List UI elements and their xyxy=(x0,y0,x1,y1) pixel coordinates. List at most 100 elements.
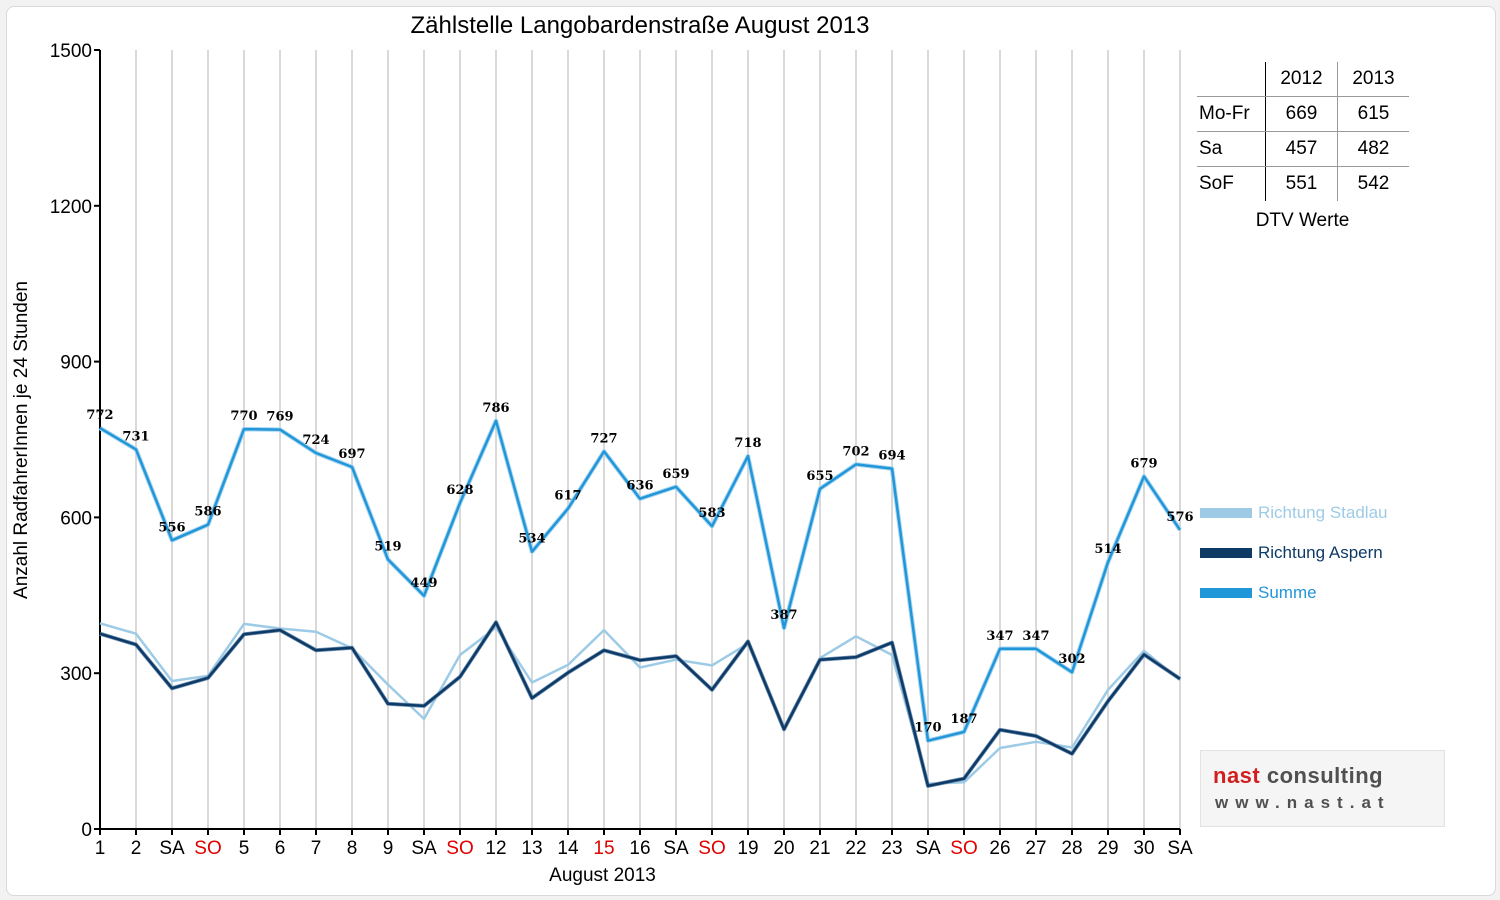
x-tick-label: SO xyxy=(446,838,473,859)
legend-swatch-stadlau xyxy=(1200,508,1252,518)
data-label: 449 xyxy=(410,576,437,591)
data-label: 628 xyxy=(446,483,473,498)
y-tick-label: 300 xyxy=(60,664,92,685)
dtv-header-2012: 2012 xyxy=(1265,62,1338,97)
x-tick-label: 9 xyxy=(383,838,394,859)
logo-word-consulting: consulting xyxy=(1266,763,1384,788)
data-label: 694 xyxy=(878,449,905,464)
data-label: 731 xyxy=(122,429,149,444)
data-label: 697 xyxy=(338,447,365,462)
dtv-row-label: Mo-Fr xyxy=(1197,96,1266,132)
x-tick-label: 29 xyxy=(1097,838,1118,859)
dtv-caption: DTV Werte xyxy=(1255,210,1350,231)
series-line-richtung-aspern xyxy=(99,621,1181,788)
dtv-table-header: 2012 2013 xyxy=(1197,62,1409,97)
data-label: 519 xyxy=(374,539,401,554)
data-label: 769 xyxy=(266,410,293,425)
x-tick-label: 26 xyxy=(989,838,1010,859)
x-tick-label: 15 xyxy=(593,838,614,859)
x-tick-label: SO xyxy=(194,838,221,859)
x-tick-label: 27 xyxy=(1025,838,1046,859)
dtv-cell-2012: 551 xyxy=(1265,166,1338,201)
chart-title: Zählstelle Langobardenstraße August 2013 xyxy=(410,12,870,39)
dtv-header-2013: 2013 xyxy=(1337,62,1409,97)
data-label: 170 xyxy=(914,721,941,736)
y-tick-label: 600 xyxy=(60,508,92,529)
y-tick-label: 900 xyxy=(60,353,92,374)
x-axis-title: August 2013 xyxy=(549,865,656,886)
dtv-table: 2012 2013 Mo-Fr 669 615 Sa 457 482 SoF 5… xyxy=(1197,62,1409,201)
data-label: 724 xyxy=(302,433,329,448)
x-tick-label: 1 xyxy=(95,838,106,859)
data-label: 347 xyxy=(986,629,1013,644)
data-label: 387 xyxy=(770,608,797,623)
data-label: 636 xyxy=(626,479,653,494)
x-tick-label: SA xyxy=(915,838,941,859)
x-tick-label: SA xyxy=(159,838,185,859)
data-label: 702 xyxy=(842,444,869,459)
x-tick-label: 6 xyxy=(275,838,286,859)
data-label: 772 xyxy=(86,408,113,423)
data-label: 727 xyxy=(590,431,617,446)
data-label: 576 xyxy=(1166,510,1193,525)
data-label: 347 xyxy=(1022,629,1049,644)
dtv-cell-2012: 457 xyxy=(1265,131,1338,167)
chart-legend: Richtung Stadlau Richtung Aspern Summe xyxy=(1200,493,1387,613)
y-tick-label: 0 xyxy=(81,820,92,841)
x-tick-label: SA xyxy=(411,838,437,859)
x-tick-label: 23 xyxy=(881,838,902,859)
x-tick-label: 14 xyxy=(557,838,579,859)
data-label: 556 xyxy=(158,520,185,535)
logo-word-nast: nast xyxy=(1213,763,1261,788)
legend-swatch-aspern xyxy=(1200,548,1252,558)
dtv-row-label: Sa xyxy=(1197,131,1266,167)
x-tick-label: 20 xyxy=(773,838,794,859)
x-tick-label: 7 xyxy=(311,838,322,859)
data-label: 679 xyxy=(1130,456,1157,471)
x-tick-label: 16 xyxy=(629,838,650,859)
dtv-header-empty xyxy=(1197,62,1266,97)
x-tick-label: 5 xyxy=(239,838,250,859)
x-tick-label: SO xyxy=(698,838,725,859)
x-tick-label: 21 xyxy=(809,838,830,859)
y-axis-title: Anzahl RadfahrerInnen je 24 Stunden xyxy=(11,281,32,599)
dtv-cell-2013: 615 xyxy=(1337,96,1409,132)
logo-url: www.nast.at xyxy=(1215,793,1391,812)
company-logo: nast consulting www.nast.at xyxy=(1200,750,1445,827)
data-label: 534 xyxy=(518,532,545,547)
dtv-cell-2013: 542 xyxy=(1357,173,1390,194)
data-label: 786 xyxy=(482,401,509,416)
data-label: 586 xyxy=(194,505,221,520)
y-tick-label: 1200 xyxy=(50,197,92,218)
data-label: 302 xyxy=(1058,652,1085,667)
x-tick-label: SA xyxy=(663,838,689,859)
x-tick-label: 19 xyxy=(737,838,758,859)
data-label: 659 xyxy=(662,467,689,482)
dtv-cell-2013: 482 xyxy=(1337,131,1409,167)
legend-swatch-summe xyxy=(1200,588,1252,598)
legend-label-aspern: Richtung Aspern xyxy=(1258,543,1383,562)
data-label: 187 xyxy=(950,712,977,727)
dtv-cell-2012: 669 xyxy=(1265,96,1338,132)
dtv-row-mofr: Mo-Fr 669 615 xyxy=(1197,96,1409,132)
legend-item-aspern: Richtung Aspern xyxy=(1200,533,1387,573)
data-label: 617 xyxy=(554,489,581,504)
x-tick-label: SO xyxy=(950,838,977,859)
data-label: 514 xyxy=(1094,542,1121,557)
series-line-summe xyxy=(99,419,1182,742)
x-tick-label: 30 xyxy=(1133,838,1154,859)
dtv-row-label: SoF xyxy=(1197,166,1266,201)
y-tick-label: 1500 xyxy=(50,41,92,62)
legend-item-summe: Summe xyxy=(1200,573,1387,613)
legend-item-stadlau: Richtung Stadlau xyxy=(1200,493,1387,533)
dtv-row-sof: SoF 551 542 xyxy=(1197,166,1409,201)
data-label: 770 xyxy=(230,409,257,424)
x-tick-label: 2 xyxy=(131,838,142,859)
dtv-row-sa: Sa 457 482 xyxy=(1197,131,1409,167)
x-tick-label: 22 xyxy=(845,838,866,859)
x-tick-label: 28 xyxy=(1061,838,1082,859)
logo-wordmark: nast consulting xyxy=(1213,763,1383,789)
x-tick-label: SA xyxy=(1167,838,1193,859)
x-tick-label: 13 xyxy=(521,838,542,859)
